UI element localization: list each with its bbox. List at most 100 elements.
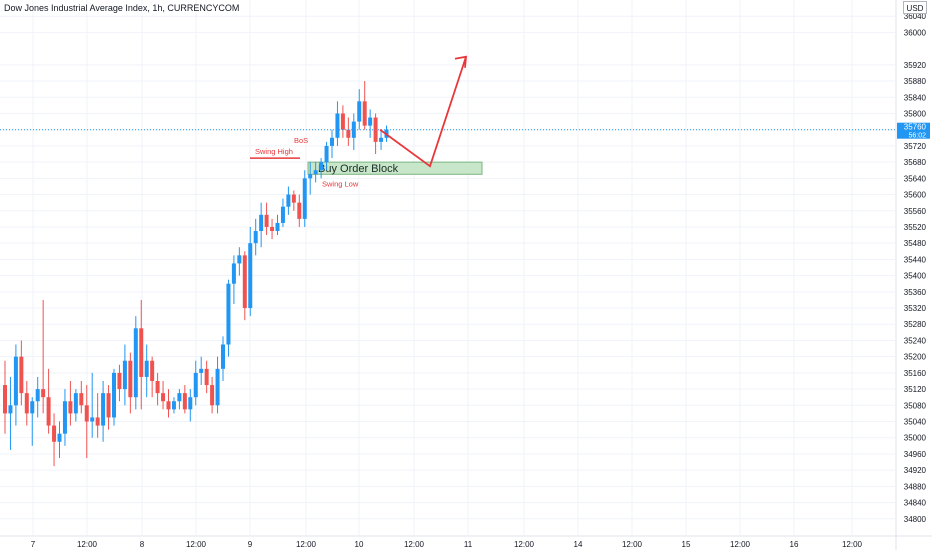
candle [330,129,334,159]
candle-body [302,178,307,219]
x-tick-label: 12:00 [730,540,751,549]
x-tick-label: 16 [790,540,799,549]
candle [122,344,127,406]
y-tick-label: 35400 [904,272,927,281]
candle-body [13,356,18,406]
candle-body [161,393,166,402]
y-tick-label: 35280 [904,320,927,329]
candle-body [155,380,160,394]
candle [41,299,46,414]
candle [106,385,111,430]
swing-low-label: Swing Low [322,179,359,188]
candle-body [199,368,204,373]
price-badge-value: 35760 [904,123,927,132]
candle-body [177,393,182,402]
candle [313,162,318,183]
price-badge[interactable] [897,122,930,139]
candle [324,141,329,171]
y-tick-label: 35000 [904,434,927,443]
candle-body [226,283,231,345]
order-block-rect[interactable] [307,161,483,175]
candle-body [182,393,187,410]
x-tick-label: 12:00 [186,540,207,549]
candle [340,105,345,138]
y-tick-label: 35360 [904,288,927,297]
x-tick-label: 12:00 [77,540,98,549]
y-tick-label: 35040 [904,418,927,427]
candle-body [139,328,144,377]
candle [193,360,198,406]
candle [280,198,285,227]
candle [368,109,373,138]
candle-body [351,121,356,138]
candle [133,316,138,410]
candle-body [280,206,285,223]
candle [182,385,187,414]
order-block-zone[interactable]: Buy Order Block [307,161,483,175]
candle-body [117,372,122,390]
candle [346,117,351,146]
projection-path [379,56,467,168]
candle [357,89,362,130]
x-tick-label: 12:00 [404,540,425,549]
candle [73,389,78,422]
candle [226,279,231,357]
y-tick-label: 35720 [904,142,927,151]
candle [210,376,215,414]
candle-body [253,231,258,244]
candle-body [275,222,280,232]
candle-body [52,425,57,442]
candle [84,385,89,458]
currency-badge[interactable]: USD [903,1,927,14]
candle [177,389,182,410]
candle [259,202,264,248]
y-tick-label: 35880 [904,77,927,86]
candle-body [166,401,171,410]
candle [128,352,133,414]
bos-label: BoS [294,136,308,145]
candle-body [3,385,7,414]
candle-body [297,202,302,219]
candle-body [242,255,247,309]
candle-body [259,214,264,232]
y-tick-label: 35320 [904,304,927,313]
candle [13,344,18,426]
candle-body [270,226,275,232]
y-tick-label: 34960 [904,450,927,459]
candle-body [84,405,89,422]
candle-body [150,360,155,381]
x-tick-label: 9 [248,540,253,549]
candle [248,226,253,317]
y-tick-label: 35200 [904,353,927,362]
candle-body [313,170,318,175]
candle [231,255,236,304]
candle-body [106,393,111,418]
y-tick-label: 35640 [904,174,927,183]
candle-body [122,360,127,390]
candle [3,360,7,434]
candle-body [8,405,13,414]
candle-body [210,385,215,406]
candle [270,218,275,240]
candle-body [215,368,220,406]
candle [373,113,378,155]
candle-body [188,397,193,410]
candle [291,190,296,211]
candle [199,356,204,386]
candle-body [379,137,384,142]
y-tick-label: 34880 [904,482,927,491]
y-tick-label: 35080 [904,401,927,410]
candle [308,162,313,195]
candle [188,389,193,422]
candle [335,101,340,146]
candle [112,368,116,426]
candle [171,397,176,414]
candle [24,380,29,426]
y-tick-label: 35840 [904,93,927,102]
candles [3,81,389,467]
y-tick-label: 35120 [904,385,927,394]
x-tick-label: 8 [140,540,145,549]
candle [204,360,209,394]
